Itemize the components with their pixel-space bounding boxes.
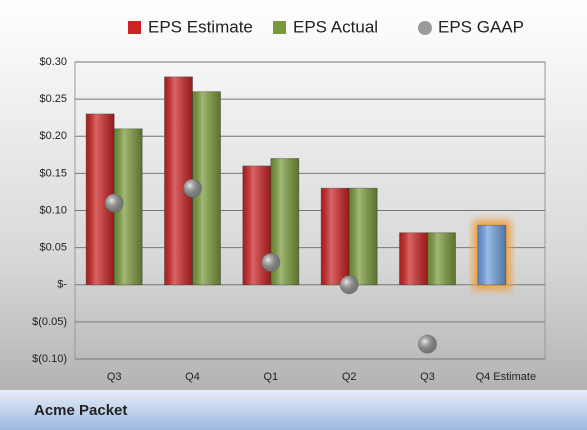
legend-label: EPS Actual (293, 17, 378, 36)
legend-label: EPS GAAP (438, 17, 524, 36)
gaap-shine (105, 194, 124, 213)
legend-swatch (418, 21, 432, 35)
x-tick-label: Q4 Estimate (476, 371, 537, 383)
y-tick-label: $- (57, 279, 67, 291)
x-tick-label: Q3 (420, 371, 435, 383)
bar-shine (477, 225, 506, 285)
gaap-shine (340, 275, 359, 294)
bar-shine (427, 232, 456, 285)
y-tick-label: $0.20 (39, 130, 67, 142)
y-tick-label: $0.05 (39, 242, 67, 254)
legend-swatch (128, 21, 141, 34)
footer-band (0, 390, 587, 430)
x-tick-label: Q4 (185, 371, 200, 383)
y-tick-label: $(0.10) (32, 353, 67, 365)
y-tick-label: $(0.05) (32, 316, 67, 328)
chart-title: Acme Packet (34, 402, 127, 419)
y-tick-label: $0.30 (39, 56, 67, 68)
legend-label: EPS Estimate (148, 17, 253, 36)
bar-shine (399, 232, 428, 285)
gaap-shine (261, 253, 280, 272)
x-tick-label: Q1 (263, 371, 278, 383)
y-tick-label: $0.10 (39, 204, 67, 216)
bar-shine (321, 188, 350, 285)
gaap-shine (418, 335, 437, 354)
y-tick-label: $0.25 (39, 93, 67, 105)
gaap-shine (183, 179, 202, 198)
legend-swatch (273, 21, 286, 34)
y-tick-label: $0.15 (39, 167, 67, 179)
x-tick-label: Q2 (342, 371, 357, 383)
x-tick-label: Q3 (107, 371, 122, 383)
bar-shine (349, 188, 378, 285)
